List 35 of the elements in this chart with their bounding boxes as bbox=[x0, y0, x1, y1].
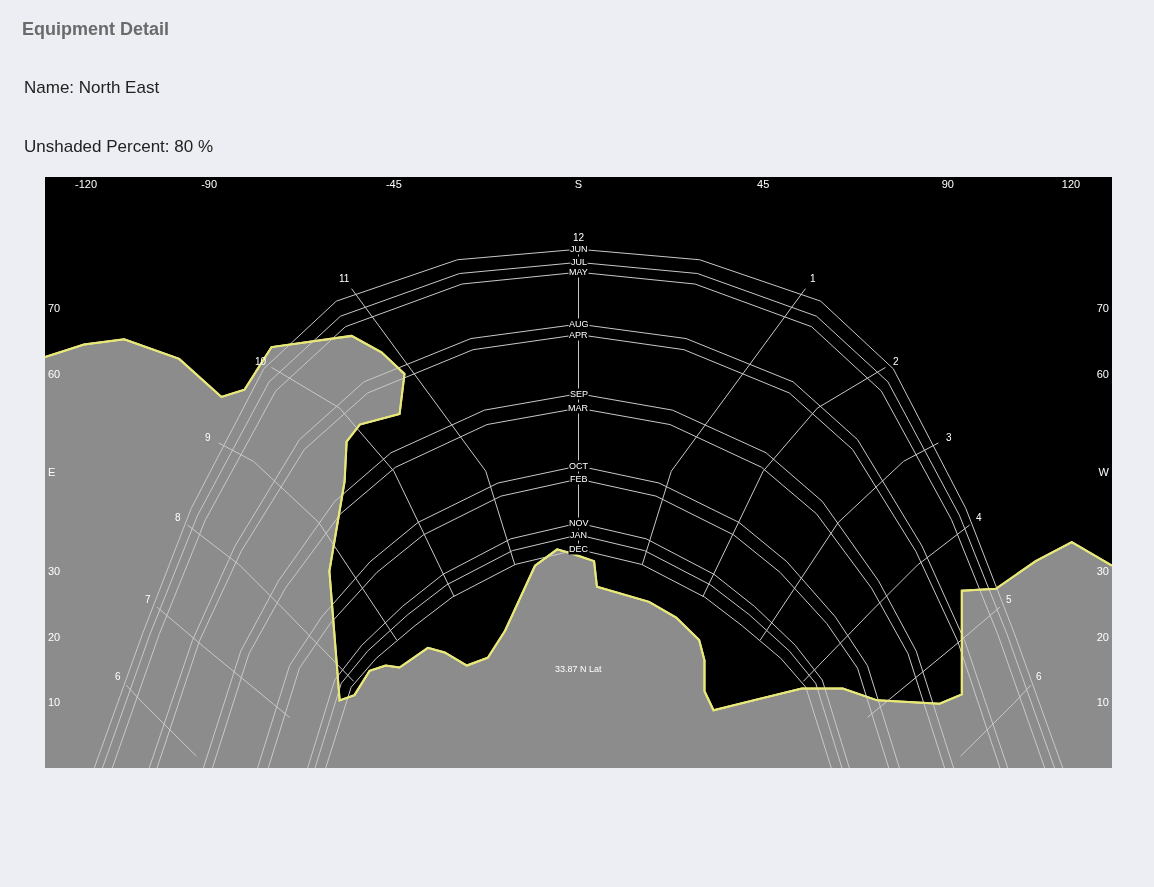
series-label: 12 bbox=[573, 232, 585, 243]
series-label: 1 bbox=[810, 273, 816, 284]
x-tick-label: 120 bbox=[1061, 177, 1081, 190]
y-tick-label: 70 bbox=[48, 302, 61, 315]
series-label: 8 bbox=[175, 512, 181, 523]
series-label: 6 bbox=[1036, 671, 1042, 682]
x-tick-label: 45 bbox=[757, 177, 770, 190]
y2-tick-label: 60 bbox=[1096, 367, 1109, 380]
y-tick-label: 60 bbox=[48, 367, 61, 380]
series-label: 4 bbox=[976, 512, 982, 523]
y-tick-label: 10 bbox=[48, 696, 61, 709]
text: Name: North East bbox=[24, 78, 160, 97]
x-tick-label: 90 bbox=[941, 177, 954, 190]
y2-tick-label: 30 bbox=[1096, 564, 1109, 577]
y-tick-label: E bbox=[48, 466, 56, 479]
chart-title: Equipment Detail bbox=[21, 18, 169, 39]
text: Unshaded Percent: 80 % bbox=[24, 137, 214, 156]
annotation: 33.87 N Lat bbox=[555, 664, 603, 674]
series-label: 9 bbox=[205, 432, 211, 443]
series-label: 11 bbox=[339, 273, 350, 284]
series-label: 2 bbox=[893, 356, 899, 367]
series-label: 5 bbox=[1006, 594, 1012, 605]
series-label: 3 bbox=[946, 432, 952, 443]
y-tick-label: 30 bbox=[48, 564, 61, 577]
series-label: 6 bbox=[115, 671, 121, 682]
x-tick-label: S bbox=[574, 177, 583, 190]
y2-tick-label: 20 bbox=[1096, 630, 1109, 643]
y2-tick-label: 10 bbox=[1096, 696, 1109, 709]
x-tick-label: -45 bbox=[385, 177, 402, 190]
y-tick-label: 20 bbox=[48, 630, 61, 643]
x-tick-label: -120 bbox=[75, 177, 98, 190]
y2-tick-label: 70 bbox=[1096, 302, 1109, 315]
series-label: 7 bbox=[145, 594, 151, 605]
x-tick-label: -90 bbox=[201, 177, 218, 190]
y2-tick-label: W bbox=[1098, 466, 1110, 479]
